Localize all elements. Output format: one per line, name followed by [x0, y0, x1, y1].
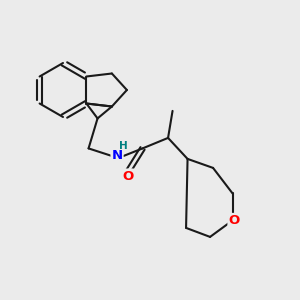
Text: H: H	[119, 141, 128, 151]
Text: O: O	[228, 214, 240, 227]
Text: N: N	[112, 149, 123, 162]
Text: O: O	[122, 169, 133, 182]
